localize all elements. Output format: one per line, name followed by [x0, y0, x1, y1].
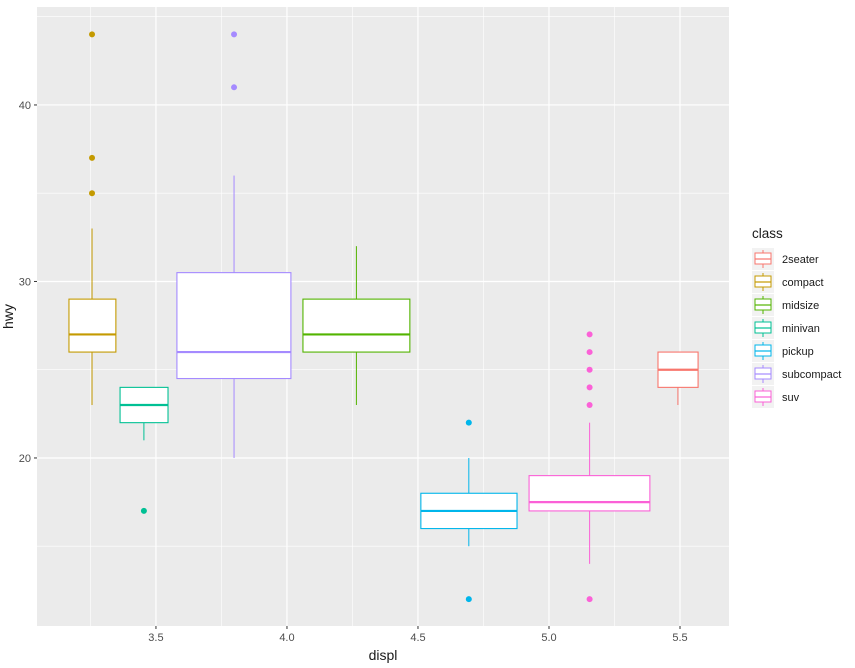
- outlier-suv: [586, 596, 593, 603]
- outlier-subcompact: [231, 84, 238, 91]
- y-tick-label: 30: [19, 276, 31, 288]
- outlier-minivan: [140, 507, 147, 514]
- box-subcompact: [176, 272, 292, 380]
- legend-title: class: [752, 226, 783, 241]
- legend-label-compact: compact: [782, 277, 824, 289]
- legend-label-2seater: 2seater: [782, 254, 819, 266]
- x-tick-label: 3.5: [148, 632, 163, 644]
- x-tick-label: 4.0: [279, 632, 294, 644]
- outlier-suv: [586, 384, 593, 391]
- box-midsize: [302, 298, 411, 353]
- outlier-subcompact: [231, 31, 238, 38]
- y-tick-label: 20: [19, 453, 31, 465]
- outlier-suv: [586, 349, 593, 356]
- outlier-suv: [586, 402, 593, 409]
- box-compact: [68, 298, 117, 353]
- x-tick-label: 5.0: [541, 632, 556, 644]
- legend-label-minivan: minivan: [782, 323, 820, 335]
- y-axis-title: hwy: [0, 304, 16, 329]
- y-tick-label: 40: [19, 100, 31, 112]
- legend-label-suv: suv: [782, 392, 800, 404]
- legend-label-midsize: midsize: [782, 300, 819, 312]
- legend-label-pickup: pickup: [782, 346, 814, 358]
- legend-label-subcompact: subcompact: [782, 369, 841, 381]
- box-suv: [528, 475, 651, 512]
- outlier-compact: [89, 154, 96, 161]
- x-tick-label: 5.5: [672, 632, 687, 644]
- outlier-pickup: [465, 419, 472, 426]
- x-axis-title: displ: [369, 647, 398, 663]
- outlier-suv: [586, 331, 593, 338]
- outlier-pickup: [465, 596, 472, 603]
- outlier-suv: [586, 366, 593, 373]
- x-tick-label: 4.5: [410, 632, 425, 644]
- outlier-compact: [89, 190, 96, 197]
- outlier-compact: [89, 31, 96, 38]
